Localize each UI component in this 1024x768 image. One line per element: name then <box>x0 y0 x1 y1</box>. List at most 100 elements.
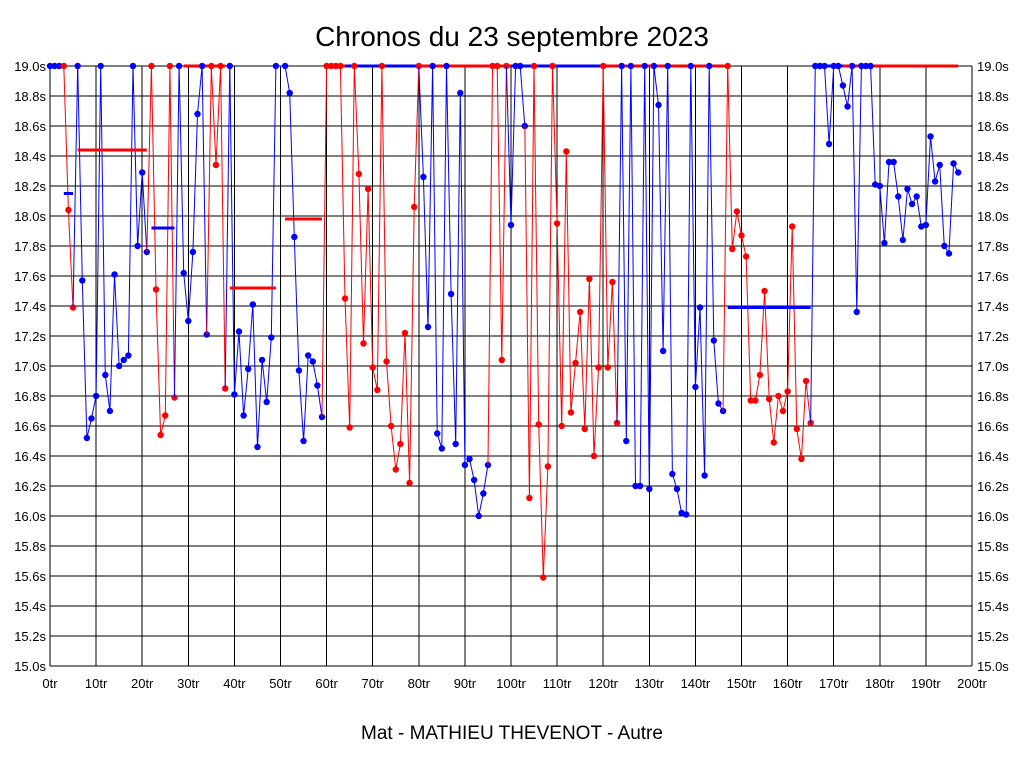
series-line <box>77 65 148 439</box>
data-point <box>245 365 252 373</box>
series-group <box>722 62 814 463</box>
data-point <box>687 62 694 70</box>
data-point <box>627 62 635 70</box>
y-tick-label-left: 18.0s <box>14 209 46 224</box>
x-tick-label: 140tr <box>681 676 711 691</box>
x-axis-labels: 0tr 10tr 20tr 30tr 40tr 50tr 60tr 70tr 80tr 90tr 1… <box>42 676 987 691</box>
data-point <box>120 356 127 364</box>
series-line <box>150 65 175 436</box>
y-tick-label-left: 15.8s <box>14 539 46 554</box>
data-point <box>263 398 270 406</box>
x-tick-label: 90tr <box>454 676 477 691</box>
data-point <box>83 434 91 442</box>
data-point <box>175 62 183 70</box>
data-point <box>558 422 565 430</box>
data-point <box>240 412 247 419</box>
average-markers <box>63 148 811 309</box>
series-group <box>206 62 229 392</box>
data-point <box>139 169 146 176</box>
series-connector <box>72 65 79 308</box>
data-point <box>835 62 842 70</box>
y-tick-label-right: 15.6s <box>977 569 1009 584</box>
data-point <box>424 323 432 331</box>
data-point <box>60 62 68 70</box>
data-point <box>733 208 741 215</box>
data-point <box>646 485 653 493</box>
data-point <box>337 62 344 70</box>
data-point <box>576 308 584 316</box>
data-point <box>517 62 524 70</box>
data-point <box>839 82 847 89</box>
series-line <box>210 65 226 389</box>
data-point <box>397 440 404 448</box>
data-point <box>724 62 731 70</box>
data-point <box>300 437 307 445</box>
data-point <box>858 62 865 70</box>
x-tick-label: 160tr <box>773 676 803 691</box>
y-tick-label-right: 15.8s <box>977 539 1009 554</box>
data-point <box>420 173 427 181</box>
data-point <box>618 62 625 70</box>
y-tick-label-right: 17.6s <box>977 269 1009 284</box>
data-point <box>346 424 353 431</box>
data-point <box>623 437 630 445</box>
data-point <box>272 62 280 70</box>
series-group <box>616 62 727 518</box>
data-point <box>609 278 616 286</box>
data-point <box>461 461 469 469</box>
data-point <box>231 391 238 398</box>
y-tick-label-right: 18.0s <box>977 209 1009 224</box>
data-point <box>387 422 395 430</box>
y-tick-label-left: 18.6s <box>14 119 46 134</box>
data-point <box>692 383 699 391</box>
data-point <box>489 62 496 70</box>
y-tick-label-right: 18.4s <box>977 149 1009 164</box>
data-point <box>217 62 224 70</box>
x-tick-label: 60tr <box>315 676 338 691</box>
x-tick-label: 50tr <box>269 676 292 691</box>
series-group <box>321 62 422 487</box>
series-connector <box>810 65 816 424</box>
y-tick-label-left: 18.8s <box>14 89 46 104</box>
y-tick-label-right: 15.4s <box>977 599 1009 614</box>
data-point <box>673 485 681 493</box>
data-point <box>235 328 243 335</box>
data-point <box>927 133 934 140</box>
data-point <box>876 182 883 190</box>
data-point <box>268 334 275 341</box>
chart-subtitle: Mat - MATHIEU THEVENOT - Autre <box>361 723 663 744</box>
data-point <box>148 62 155 70</box>
data-point <box>194 110 201 118</box>
data-point <box>890 158 897 166</box>
data-point <box>816 62 824 70</box>
data-point <box>669 470 676 478</box>
data-point <box>429 62 436 70</box>
data-point <box>549 62 556 70</box>
x-tick-label: 190tr <box>911 676 941 691</box>
y-tick-label-left: 15.4s <box>14 599 46 614</box>
series-group <box>59 62 77 311</box>
data-point <box>226 62 233 70</box>
series-group <box>418 62 492 520</box>
y-axis-right-labels: 15.0s 15.2s 15.4s 15.6s 15.8s 16.0s 16.2s 16.4s… <box>977 59 1009 674</box>
data-point <box>134 242 141 250</box>
data-point <box>954 169 962 176</box>
y-tick-label-right: 18.2s <box>977 179 1009 194</box>
data-point <box>212 161 220 169</box>
data-point <box>604 364 612 371</box>
data-point <box>567 409 575 416</box>
data-point <box>443 62 450 70</box>
data-point <box>166 62 174 70</box>
series-connector <box>146 65 152 253</box>
data-point <box>410 203 418 211</box>
data-point <box>493 62 501 70</box>
data-point <box>636 482 644 490</box>
data-point <box>438 445 446 452</box>
data-point <box>111 271 118 278</box>
y-tick-label-right: 18.6s <box>977 119 1009 134</box>
grid <box>49 65 973 667</box>
data-point <box>309 358 316 365</box>
data-point <box>374 386 381 394</box>
